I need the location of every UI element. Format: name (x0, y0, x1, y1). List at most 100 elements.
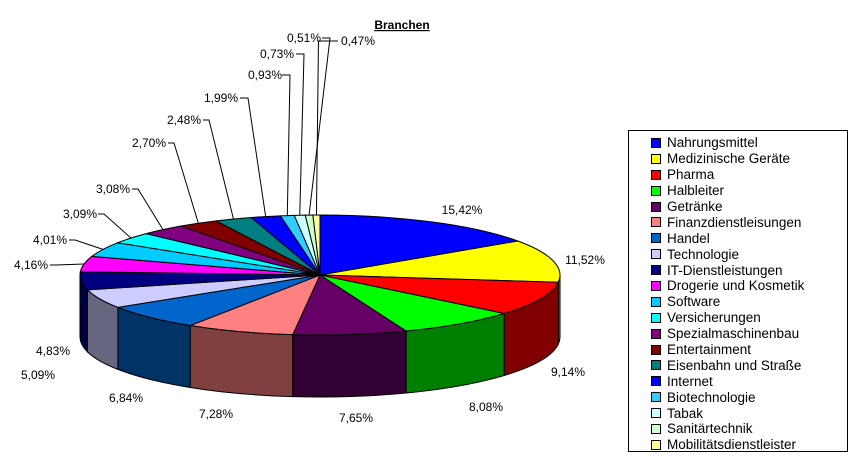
legend-label: Spezialmaschinenbau (667, 326, 800, 342)
data-label-handel: 6,84% (109, 391, 143, 405)
legend: Nahrungsmittel Medizinische Geräte Pharma H… (628, 130, 848, 452)
leader-line-internet (240, 97, 267, 217)
pie-side-getraenke (292, 330, 407, 398)
legend-swatch (651, 201, 661, 212)
legend-item-biotechnologie: Biotechnologie (651, 389, 847, 405)
legend-label: Sanitärtechnik (667, 421, 753, 437)
leader-line-software (69, 239, 104, 250)
legend-item-drogerie-und-kosmetik: Drogerie und Kosmetik (651, 278, 847, 294)
pie-chart: Branchen 15,42% 11,52% 9,14% 8,08% 7,65% 7,28… (14, 18, 605, 425)
legend-item-technologie: Technologie (651, 246, 847, 262)
legend-swatch (651, 439, 661, 450)
legend-label: Tabak (667, 405, 704, 421)
data-label-it-dienstleistungen: 4,83% (36, 344, 70, 358)
leader-line-tabak (296, 53, 305, 216)
data-label-technologie: 5,09% (21, 368, 55, 382)
data-label-sanitaertechnik: 0,51% (287, 31, 321, 45)
pie-side-finanzdienstleisungen (189, 324, 294, 398)
legend-swatch (651, 312, 661, 323)
legend-swatch (651, 360, 661, 371)
legend-item-medizinische-geraete: Medizinische Geräte (651, 151, 847, 167)
legend-label: Medizinische Geräte (667, 151, 791, 167)
legend-swatch (651, 233, 661, 244)
data-label-getraenke: 7,65% (339, 411, 373, 425)
legend-swatch (651, 328, 661, 339)
data-label-mobilitaetsdienstleister: 0,47% (341, 34, 375, 48)
legend-label: Nahrungsmittel (667, 135, 758, 151)
legend-item-nahrungsmittel: Nahrungsmittel (651, 135, 847, 151)
data-label-drogerie-und-kosmetik: 4,16% (14, 258, 48, 272)
pie-slice-nahrungsmittel (319, 214, 520, 276)
legend-swatch (651, 392, 661, 403)
legend-swatch (651, 249, 661, 260)
leader-line-entertainment (168, 142, 199, 224)
data-label-eisenbahn-und-strasse: 2,48% (167, 113, 201, 127)
legend-label: Getränke (667, 199, 723, 214)
legend-item-spezialmaschinenbau: Spezialmaschinenbau (651, 326, 847, 342)
leader-line-mobilitaetsdienstleister (315, 40, 338, 216)
legend-swatch (651, 185, 661, 196)
legend-swatch (651, 265, 661, 276)
pie-slice-halbleiter (319, 274, 505, 332)
legend-item-getraenke: Getränke (651, 199, 847, 215)
legend-item-halbleiter: Halbleiter (651, 183, 847, 199)
legend-swatch (651, 344, 661, 355)
legend-label: Drogerie und Kosmetik (667, 278, 805, 294)
data-label-tabak: 0,73% (260, 47, 294, 61)
data-label-halbleiter: 8,08% (469, 400, 503, 414)
data-label-medizinische-geraete: 11,52% (565, 253, 605, 267)
legend-label: Internet (667, 373, 713, 389)
legend-item-entertainment: Entertainment (651, 342, 847, 358)
legend-label: Technologie (667, 246, 740, 262)
leader-line-eisenbahn-und-strasse (203, 119, 234, 220)
leader-line-biotechnologie (282, 74, 291, 216)
pie-slice-getraenke (291, 274, 408, 336)
data-label-entertainment: 2,70% (132, 136, 166, 150)
legend-item-versicherungen: Versicherungen (651, 310, 847, 326)
legend-label: Software (667, 294, 721, 310)
data-label-biotechnologie: 0,93% (248, 68, 282, 82)
pie-slice-pharma (319, 274, 560, 314)
legend-swatch (651, 280, 661, 291)
data-label-pharma: 9,14% (551, 365, 585, 379)
legend-swatch (651, 169, 661, 180)
legend-label: Mobilitätsdienstleister (667, 437, 797, 453)
pie-slice-finanzdienstleisungen (188, 274, 321, 336)
data-label-internet: 1,99% (204, 91, 238, 105)
leader-line-spezialmaschinenbau (132, 188, 164, 230)
legend-label: Entertainment (667, 342, 752, 358)
legend-item-sanitaertechnik: Sanitärtechnik (651, 421, 847, 437)
legend-item-tabak: Tabak (651, 405, 847, 421)
legend-swatch (651, 423, 661, 434)
legend-label: Biotechnologie (667, 389, 756, 405)
legend-swatch (651, 296, 661, 307)
legend-label: Versicherungen (667, 310, 761, 326)
legend-swatch (651, 137, 661, 148)
legend-label: Eisenbahn und Straße (667, 357, 802, 373)
legend-label: Pharma (667, 167, 715, 183)
legend-label: Finanzdienstleisungen (667, 214, 802, 230)
data-label-finanzdienstleisungen: 7,28% (199, 407, 233, 421)
legend-item-eisenbahn-und-strasse: Eisenbahn und Straße (651, 357, 847, 373)
legend-swatch (651, 153, 661, 164)
legend-swatch (651, 217, 661, 228)
legend-item-pharma: Pharma (651, 167, 847, 183)
data-label-software: 4,01% (33, 233, 67, 247)
legend-item-internet: Internet (651, 373, 847, 389)
data-label-versicherungen: 3,09% (63, 207, 97, 221)
legend-label: IT-Dienstleistungen (667, 262, 783, 278)
leader-line-versicherungen (98, 213, 132, 239)
data-label-spezialmaschinenbau: 3,08% (96, 182, 130, 196)
chart-title: Branchen (374, 18, 429, 32)
legend-label: Halbleiter (667, 183, 725, 199)
legend-item-software: Software (651, 294, 847, 310)
legend-item-finanzdienstleisungen: Finanzdienstleisungen (651, 214, 847, 230)
legend-item-mobilitaetsdienstleister: Mobilitätsdienstleister (651, 437, 847, 453)
legend-item-it-dienstleistungen: IT-Dienstleistungen (651, 262, 847, 278)
pie-slice-medizinische-geraete (319, 240, 561, 283)
leader-line-sanitaertechnik (308, 37, 331, 216)
legend-swatch (651, 376, 661, 387)
leader-line-drogerie-und-kosmetik (50, 263, 85, 266)
legend-item-handel: Handel (651, 230, 847, 246)
legend-swatch (651, 408, 661, 419)
